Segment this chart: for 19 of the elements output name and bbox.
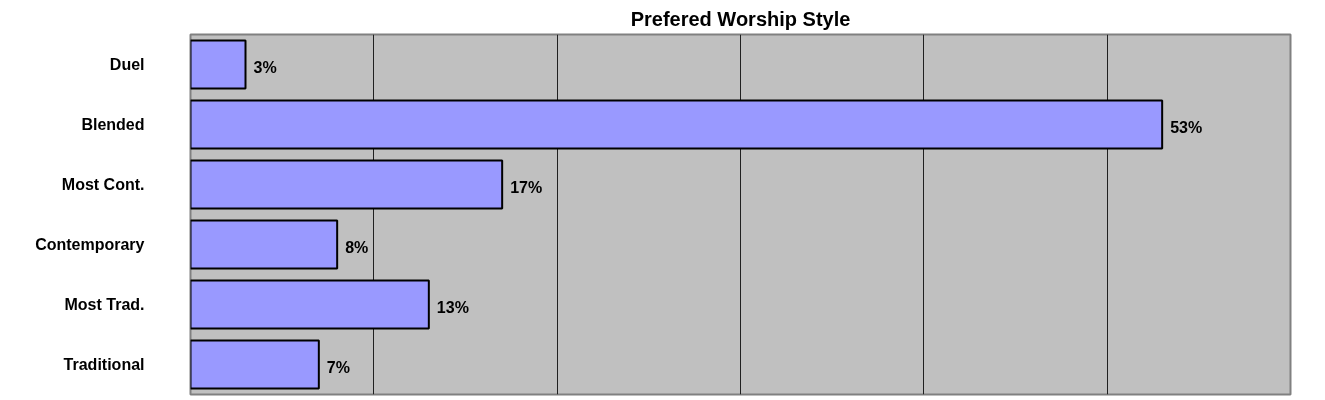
data-label: 8% <box>345 239 369 256</box>
y-tick-label: Blended <box>81 116 145 133</box>
y-tick-label: Traditional <box>63 356 145 373</box>
y-tick-label: Most Trad. <box>64 296 145 313</box>
data-label: 53% <box>1170 119 1203 136</box>
y-tick-label: Most Cont. <box>61 176 145 193</box>
chart-title: Prefered Worship Style <box>630 7 851 30</box>
bar <box>190 339 320 390</box>
data-label: 7% <box>326 359 350 376</box>
data-label: 3% <box>253 59 277 76</box>
bar <box>190 219 339 270</box>
bar <box>190 99 1164 150</box>
data-label: 13% <box>436 299 469 316</box>
y-tick-label: Duel <box>109 56 145 73</box>
bar <box>190 39 247 90</box>
y-tick-label: Contemporary <box>35 236 145 253</box>
bar <box>190 159 504 210</box>
bar <box>190 279 430 330</box>
data-label: 17% <box>510 179 543 196</box>
